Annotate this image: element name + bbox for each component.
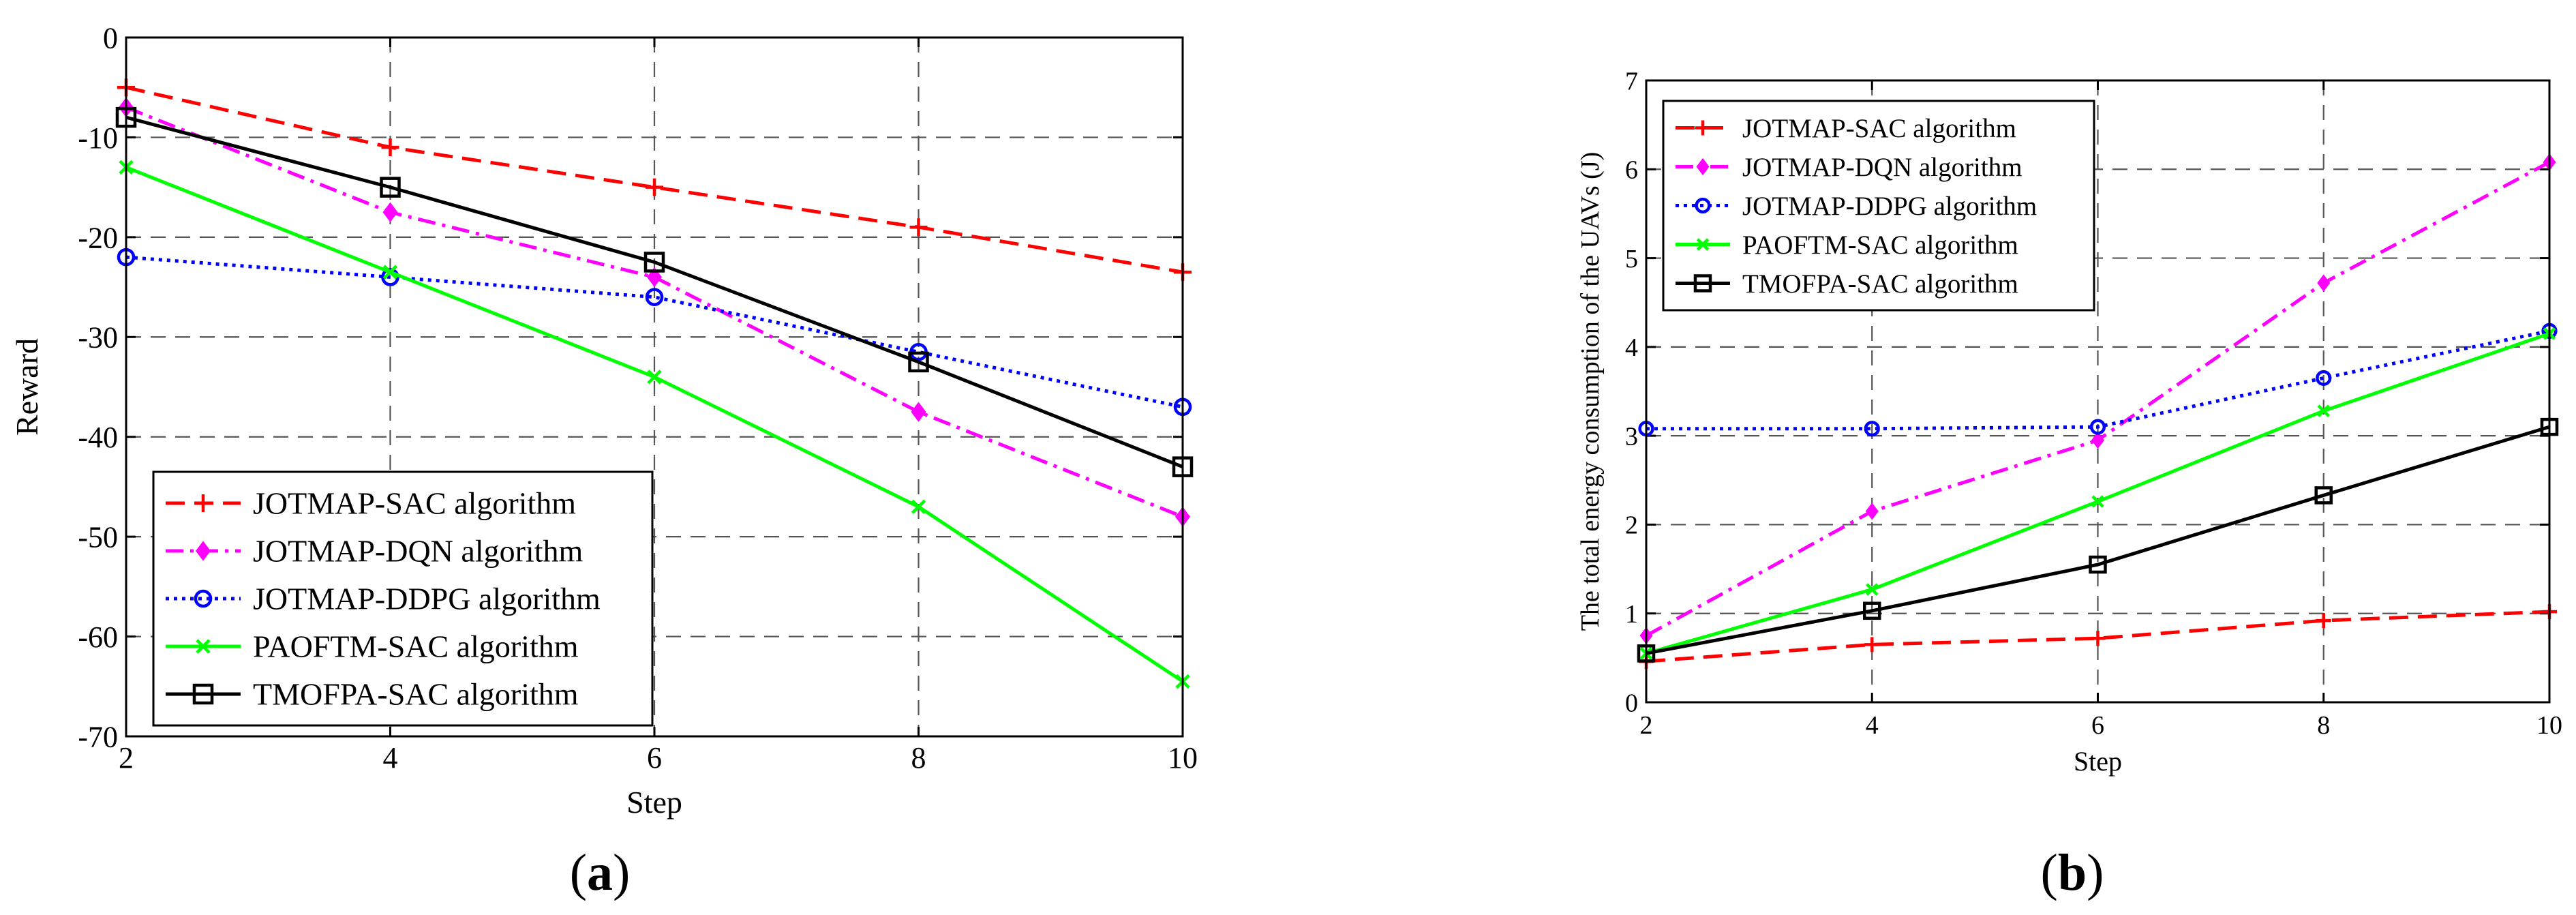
legend-marker (194, 494, 212, 512)
x-tick-label: 10 (2536, 711, 2562, 740)
data-point (2090, 631, 2106, 646)
legend-marker (196, 541, 211, 561)
x-axis-label: Step (626, 785, 682, 820)
y-tick-label: 6 (1625, 156, 1638, 185)
y-tick-label: -10 (78, 121, 118, 155)
legend-box (1662, 100, 2095, 312)
series-line (125, 115, 1183, 468)
y-tick-label: -50 (78, 521, 118, 554)
y-tick-label: 5 (1625, 245, 1638, 273)
data-point (908, 351, 929, 373)
panel-label: (a) (570, 844, 631, 901)
legend-entry: TMOFPA-SAC algorithm (253, 677, 579, 712)
x-tick-label: 4 (1866, 711, 1879, 740)
legend-entry: JOTMAP-SAC algorithm (253, 486, 576, 521)
axes-frame (1645, 79, 2551, 704)
data-point (2316, 613, 2331, 629)
legend-marker (194, 589, 213, 608)
legend-box (152, 470, 654, 727)
y-tick-label: 2 (1625, 511, 1638, 540)
data-point (911, 402, 926, 422)
legend-marker (1695, 120, 1710, 136)
x-tick-label: 6 (647, 741, 662, 775)
data-point (911, 499, 926, 514)
data-point (2089, 555, 2107, 574)
data-point (381, 268, 399, 286)
series-line (1646, 329, 2550, 431)
data-point (2091, 495, 2104, 508)
y-tick-label: -70 (78, 720, 118, 753)
x-tick-label: 8 (2317, 711, 2330, 740)
data-point (382, 202, 398, 222)
y-tick-label: 3 (1625, 422, 1638, 451)
data-point (380, 177, 401, 198)
data-point (647, 370, 662, 385)
legend-marker (1696, 158, 1710, 176)
legend-entry: JOTMAP-DQN algorithm (1742, 153, 2022, 182)
y-tick-label: -60 (78, 620, 118, 654)
legend-marker (192, 683, 214, 705)
data-point (647, 267, 662, 288)
data-point (646, 178, 663, 196)
y-tick-label: -40 (78, 421, 118, 454)
panel-label: (b) (2041, 844, 2104, 901)
legend-entry: JOTMAP-DDPG algorithm (1742, 192, 2037, 221)
data-point (643, 252, 665, 273)
x-tick-label: 10 (1168, 741, 1198, 775)
data-point (1864, 637, 1880, 652)
data-point (1865, 502, 1879, 520)
data-point (2316, 370, 2332, 387)
x-tick-label: 6 (2091, 711, 2104, 740)
legend-marker (1693, 274, 1712, 292)
x-tick-label: 8 (911, 741, 926, 775)
data-point (2317, 404, 2331, 417)
series-line (1646, 610, 2550, 663)
legend-entry: JOTMAP-DDPG algorithm (253, 582, 601, 616)
data-point (2089, 419, 2106, 435)
data-point (645, 288, 664, 307)
legend-entry: TMOFPA-SAC algorithm (1742, 269, 2018, 299)
chart-panel-a: 2 4 6 8 10 0 -10 -20 -30 -40 -50 -60 -70 Step Reward JO… (10, 21, 1198, 901)
x-tick-label: 4 (383, 741, 398, 775)
y-axis-label: The total energy consumption of the UAVs… (1576, 152, 1605, 631)
series-line (1646, 425, 2550, 655)
y-tick-label: -30 (78, 321, 118, 355)
axes-frame (125, 36, 1184, 738)
legend: JOTMAP-SAC algorithm JOTMAP-DQN algorithm… (152, 470, 654, 727)
data-point (2091, 431, 2104, 449)
x-axis-label: Step (2074, 746, 2122, 777)
legend-marker (196, 639, 211, 654)
data-point (1864, 421, 1880, 437)
legend: JOTMAP-SAC algorithm JOTMAP-DQN algorithm… (1662, 100, 2095, 312)
series-line (125, 106, 1183, 519)
y-tick-label: 1 (1625, 600, 1638, 629)
legend-entry: JOTMAP-SAC algorithm (1742, 114, 2016, 143)
x-tick-label: 2 (1640, 711, 1653, 740)
y-axis-label: Reward (10, 338, 44, 436)
legend-entry: PAOFTM-SAC algorithm (253, 629, 579, 664)
data-point (2317, 274, 2331, 292)
data-point (909, 218, 928, 237)
legend-marker (1696, 238, 1710, 251)
y-tick-label: -20 (78, 221, 118, 254)
legend-entry: PAOFTM-SAC algorithm (1742, 230, 2018, 260)
data-point (381, 138, 399, 157)
data-point (2314, 486, 2333, 505)
data-point (382, 265, 398, 280)
data-point (1865, 583, 1879, 596)
data-point (1863, 601, 1881, 620)
y-tick-label: 0 (103, 21, 118, 55)
series-line (125, 85, 1183, 274)
y-tick-label: 0 (1625, 689, 1638, 717)
x-tick-label: 2 (119, 741, 134, 775)
y-tick-label: 4 (1625, 333, 1638, 362)
chart-panel-b: 2 4 6 8 10 0 1 2 3 4 5 6 7 Step The total energy consu… (1576, 67, 2562, 901)
series-3 (1639, 327, 2556, 660)
legend-marker (1695, 197, 1711, 214)
legend-entry: JOTMAP-DQN algorithm (253, 534, 583, 569)
y-tick-label: 7 (1625, 67, 1638, 95)
